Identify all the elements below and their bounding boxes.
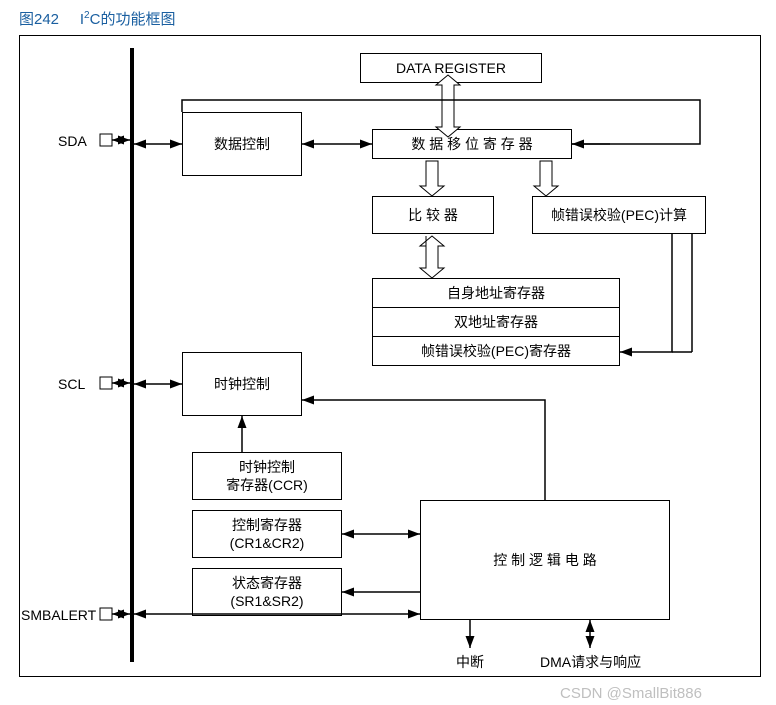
diagram-page: 图242 I2C的功能框图 SDA SCL SMBALERT 中断 DMA请求与… — [0, 0, 776, 705]
watermark: CSDN @SmallBit886 — [560, 685, 702, 702]
wiring-svg — [0, 0, 776, 705]
